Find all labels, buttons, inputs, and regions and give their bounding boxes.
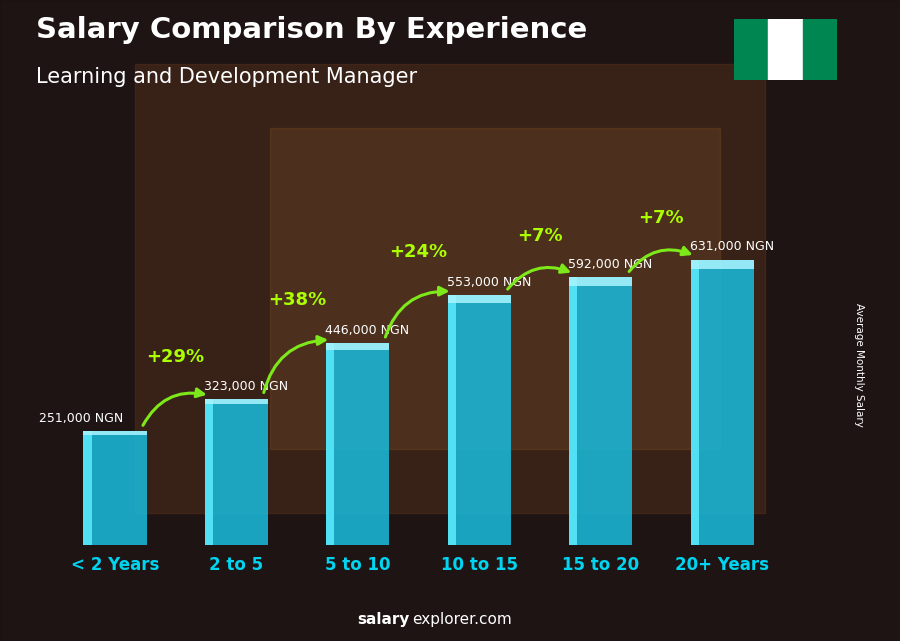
- Bar: [447, 295, 456, 545]
- Bar: [270, 128, 720, 449]
- Bar: [447, 295, 511, 303]
- FancyArrowPatch shape: [143, 389, 203, 426]
- Bar: [447, 295, 511, 545]
- Bar: [84, 431, 147, 545]
- Bar: [84, 431, 147, 435]
- Text: 592,000 NGN: 592,000 NGN: [568, 258, 652, 271]
- Bar: [690, 260, 753, 269]
- FancyArrowPatch shape: [508, 265, 568, 289]
- Bar: [569, 278, 632, 545]
- Text: 631,000 NGN: 631,000 NGN: [689, 240, 774, 253]
- FancyArrowPatch shape: [385, 287, 446, 337]
- Text: +24%: +24%: [390, 243, 447, 261]
- Text: Learning and Development Manager: Learning and Development Manager: [36, 67, 417, 87]
- Text: salary: salary: [357, 612, 410, 627]
- Text: 553,000 NGN: 553,000 NGN: [446, 276, 531, 288]
- Bar: [803, 19, 837, 80]
- FancyArrowPatch shape: [264, 337, 325, 392]
- Bar: [84, 431, 92, 545]
- Text: Average Monthly Salary: Average Monthly Salary: [854, 303, 865, 428]
- Bar: [205, 399, 268, 404]
- Bar: [690, 260, 698, 545]
- Text: 323,000 NGN: 323,000 NGN: [204, 379, 288, 392]
- Bar: [326, 344, 390, 350]
- Bar: [326, 344, 390, 545]
- Bar: [734, 19, 768, 80]
- Text: +7%: +7%: [638, 209, 684, 227]
- Text: 251,000 NGN: 251,000 NGN: [39, 412, 123, 425]
- Bar: [768, 19, 803, 80]
- Text: +38%: +38%: [268, 291, 326, 309]
- Bar: [135, 64, 765, 513]
- Text: 446,000 NGN: 446,000 NGN: [326, 324, 410, 337]
- Bar: [569, 278, 632, 286]
- Bar: [690, 260, 753, 545]
- Bar: [326, 344, 335, 545]
- Bar: [569, 278, 577, 545]
- Bar: [205, 399, 213, 545]
- Text: Salary Comparison By Experience: Salary Comparison By Experience: [36, 16, 587, 44]
- Text: +29%: +29%: [147, 347, 204, 365]
- Bar: [205, 399, 268, 545]
- FancyArrowPatch shape: [629, 247, 689, 272]
- Text: explorer.com: explorer.com: [412, 612, 512, 627]
- Text: +7%: +7%: [518, 227, 562, 245]
